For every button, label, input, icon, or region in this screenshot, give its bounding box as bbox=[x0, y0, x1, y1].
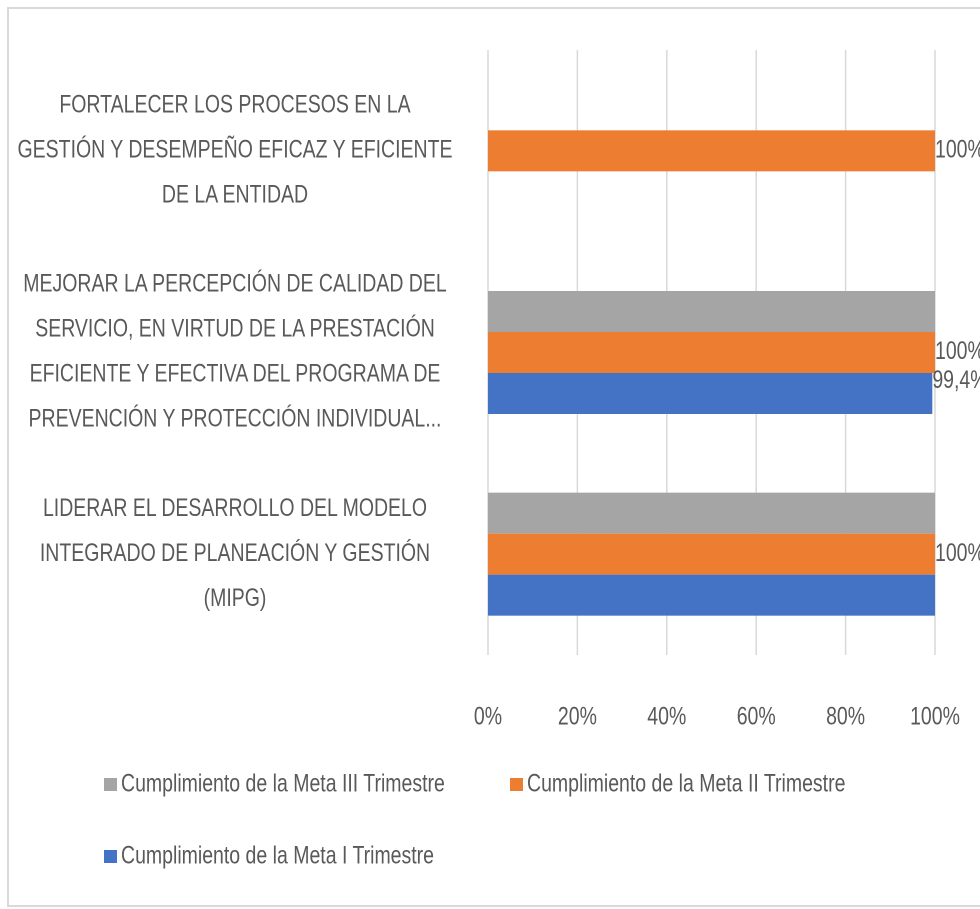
legend-label: Cumplimiento de la Meta III Trimestre bbox=[121, 769, 445, 797]
legend-swatch bbox=[104, 850, 117, 863]
x-tick-label: 60% bbox=[737, 702, 776, 730]
category-label: PREVENCIÓN Y PROTECCIÓN INDIVIDUAL... bbox=[29, 404, 442, 432]
legend-swatch bbox=[104, 778, 117, 791]
category-label: MEJORAR LA PERCEPCIÓN DE CALIDAD DEL bbox=[23, 269, 446, 297]
category-label: SERVICIO, EN VIRTUD DE LA PRESTACIÓN bbox=[35, 314, 435, 342]
category-label: GESTIÓN Y DESEMPEÑO EFICAZ Y EFICIENTE bbox=[18, 135, 453, 163]
data-label: 100% bbox=[935, 135, 980, 163]
data-label: 100% bbox=[935, 538, 980, 566]
legend-swatch bbox=[510, 778, 523, 791]
legend-label: Cumplimiento de la Meta II Trimestre bbox=[527, 769, 845, 797]
bar bbox=[488, 574, 935, 616]
category-label: EFICIENTE Y EFECTIVA DEL PROGRAMA DE bbox=[30, 359, 441, 387]
category-label: FORTALECER LOS PROCESOS EN LA bbox=[59, 90, 410, 118]
bar bbox=[488, 492, 935, 534]
data-label: 99,4% bbox=[932, 366, 980, 394]
bar bbox=[488, 373, 933, 414]
legend-label: Cumplimiento de la Meta I Trimestre bbox=[121, 841, 434, 869]
x-tick-label: 20% bbox=[558, 702, 597, 730]
bar bbox=[488, 291, 935, 332]
bar bbox=[488, 130, 935, 172]
x-tick-label: 100% bbox=[910, 702, 960, 730]
data-label: 100% bbox=[935, 337, 980, 365]
category-label: DE LA ENTIDAD bbox=[162, 180, 308, 208]
x-tick-label: 40% bbox=[647, 702, 686, 730]
category-label: LIDERAR EL DESARROLLO DEL MODELO bbox=[43, 493, 427, 521]
bar bbox=[488, 533, 935, 575]
x-tick-label: 80% bbox=[826, 702, 865, 730]
category-label: INTEGRADO DE PLANEACIÓN Y GESTIÓN bbox=[40, 538, 430, 566]
category-label: (MIPG) bbox=[204, 583, 267, 611]
x-tick-label: 0% bbox=[474, 702, 502, 730]
bar bbox=[488, 332, 935, 373]
